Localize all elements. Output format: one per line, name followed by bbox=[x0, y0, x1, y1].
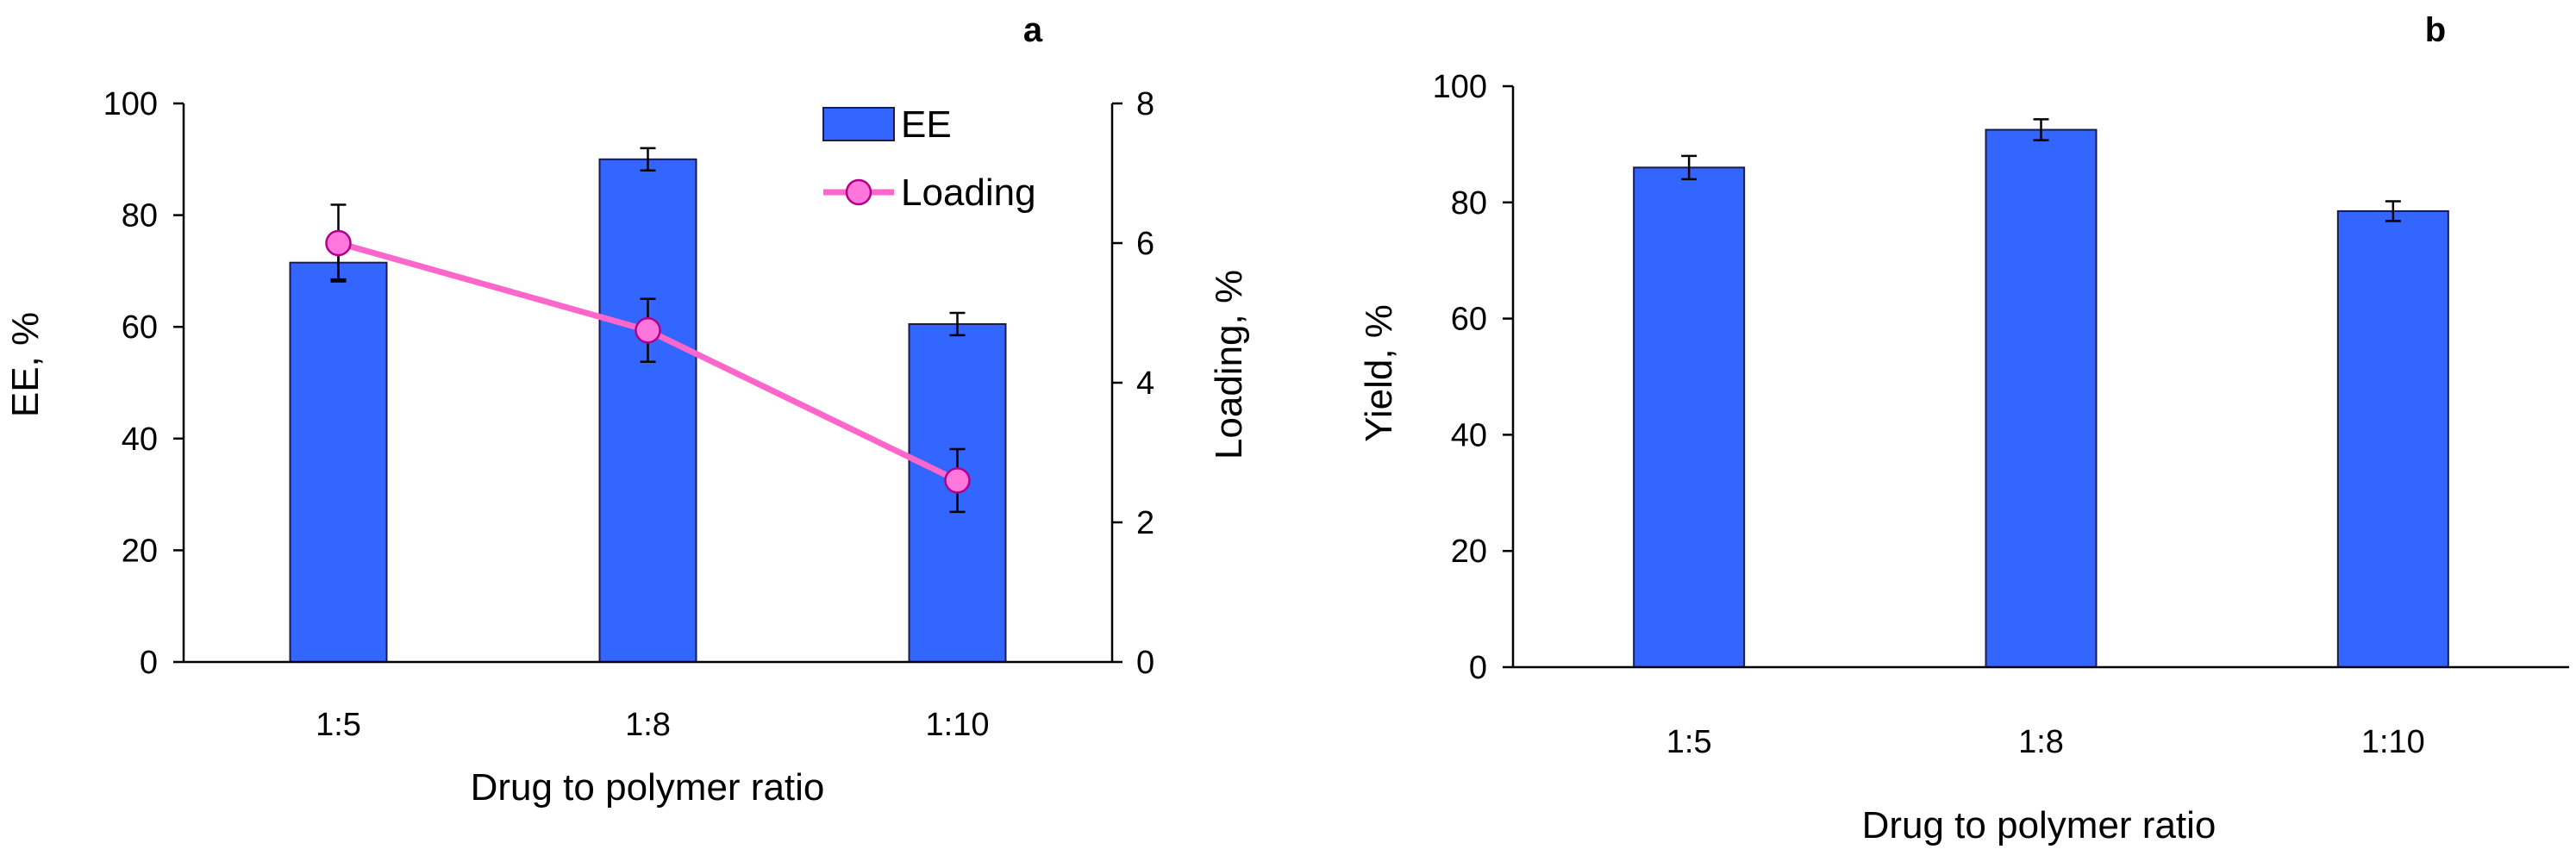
panel-a-y-tick-60: 60 bbox=[122, 309, 158, 346]
panel-a-y2-axis-title: Loading, % bbox=[1208, 270, 1250, 459]
panel-b-label: b bbox=[2425, 11, 2446, 49]
panel-b-y-tick-80: 80 bbox=[1451, 185, 1487, 222]
panel-b-y-tick-40: 40 bbox=[1451, 417, 1487, 453]
yield-error-bar-1:10 bbox=[2385, 200, 2401, 222]
panel-a-y-tick-40: 40 bbox=[122, 422, 158, 458]
panel-a-y-tick-80: 80 bbox=[122, 198, 158, 234]
panel-a-y2-tick-0: 0 bbox=[1136, 645, 1154, 681]
legend-loading-marker bbox=[845, 178, 872, 206]
panel-a-y-axis-title: EE, % bbox=[4, 312, 47, 417]
loading-marker-1:5 bbox=[325, 229, 352, 257]
panel-a-x-tick-1:8: 1:8 bbox=[625, 707, 671, 743]
loading-marker-1:8 bbox=[635, 317, 661, 344]
panel-b-y-tick-20: 20 bbox=[1451, 534, 1487, 570]
ee-error-bar-1:10 bbox=[949, 311, 966, 337]
ee-bar-1:8 bbox=[598, 158, 697, 664]
yield-error-bar-1:8 bbox=[2033, 118, 2049, 141]
panel-b-x-tick-1:10: 1:10 bbox=[2361, 724, 2425, 760]
panel-b-y-tick-100: 100 bbox=[1433, 69, 1487, 105]
panel-b-y-axis-title: Yield, % bbox=[1358, 304, 1400, 442]
yield-bar-1:8 bbox=[1985, 128, 2098, 669]
panel-a-y2-tick-4: 4 bbox=[1136, 365, 1154, 402]
ee-error-bar-1:8 bbox=[640, 147, 656, 172]
yield-bar-1:10 bbox=[2336, 209, 2449, 669]
legend-loading-label: Loading bbox=[901, 172, 1036, 214]
loading-marker-1:10 bbox=[944, 467, 971, 494]
ee-bar-1:5 bbox=[289, 261, 388, 663]
panel-a-y-tick-100: 100 bbox=[103, 86, 158, 122]
panel-b-x-tick-1:8: 1:8 bbox=[2018, 724, 2064, 760]
panel-a-chart: a 0 20 40 60 80 100 0 2 4 6 8 1:5 1:8 1:10 Drug to po… bbox=[4, 11, 1250, 809]
yield-error-bar-1:5 bbox=[1681, 154, 1698, 181]
panel-b-y-tick-0: 0 bbox=[1469, 650, 1487, 686]
panel-a-y2-tick-2: 2 bbox=[1136, 505, 1154, 541]
panel-a-y-tick-0: 0 bbox=[140, 645, 158, 681]
legend-ee-label: EE bbox=[901, 103, 952, 146]
panel-a-y2-tick-6: 6 bbox=[1136, 226, 1154, 262]
yield-bar-1:5 bbox=[1633, 166, 1746, 669]
panel-b-x-axis-title: Drug to polymer ratio bbox=[1862, 804, 2216, 846]
panel-a-x-tick-1:5: 1:5 bbox=[316, 707, 361, 743]
panel-a-label: a bbox=[1023, 11, 1043, 49]
panel-b-y-tick-60: 60 bbox=[1451, 302, 1487, 338]
panel-a-x-tick-1:10: 1:10 bbox=[926, 707, 990, 743]
panel-a-x-axis-title: Drug to polymer ratio bbox=[471, 766, 825, 809]
panel-b-chart: b 0 20 40 60 80 100 1:5 1:8 1:10 Drug to polymer… bbox=[1358, 11, 2569, 846]
panel-b-x-tick-1:5: 1:5 bbox=[1666, 724, 1712, 760]
legend-ee-swatch bbox=[822, 107, 895, 141]
panel-a-y2-tick-8: 8 bbox=[1136, 86, 1154, 122]
panel-a-legend: EE Loading bbox=[822, 103, 1036, 214]
panel-a-y-tick-20: 20 bbox=[122, 533, 158, 569]
